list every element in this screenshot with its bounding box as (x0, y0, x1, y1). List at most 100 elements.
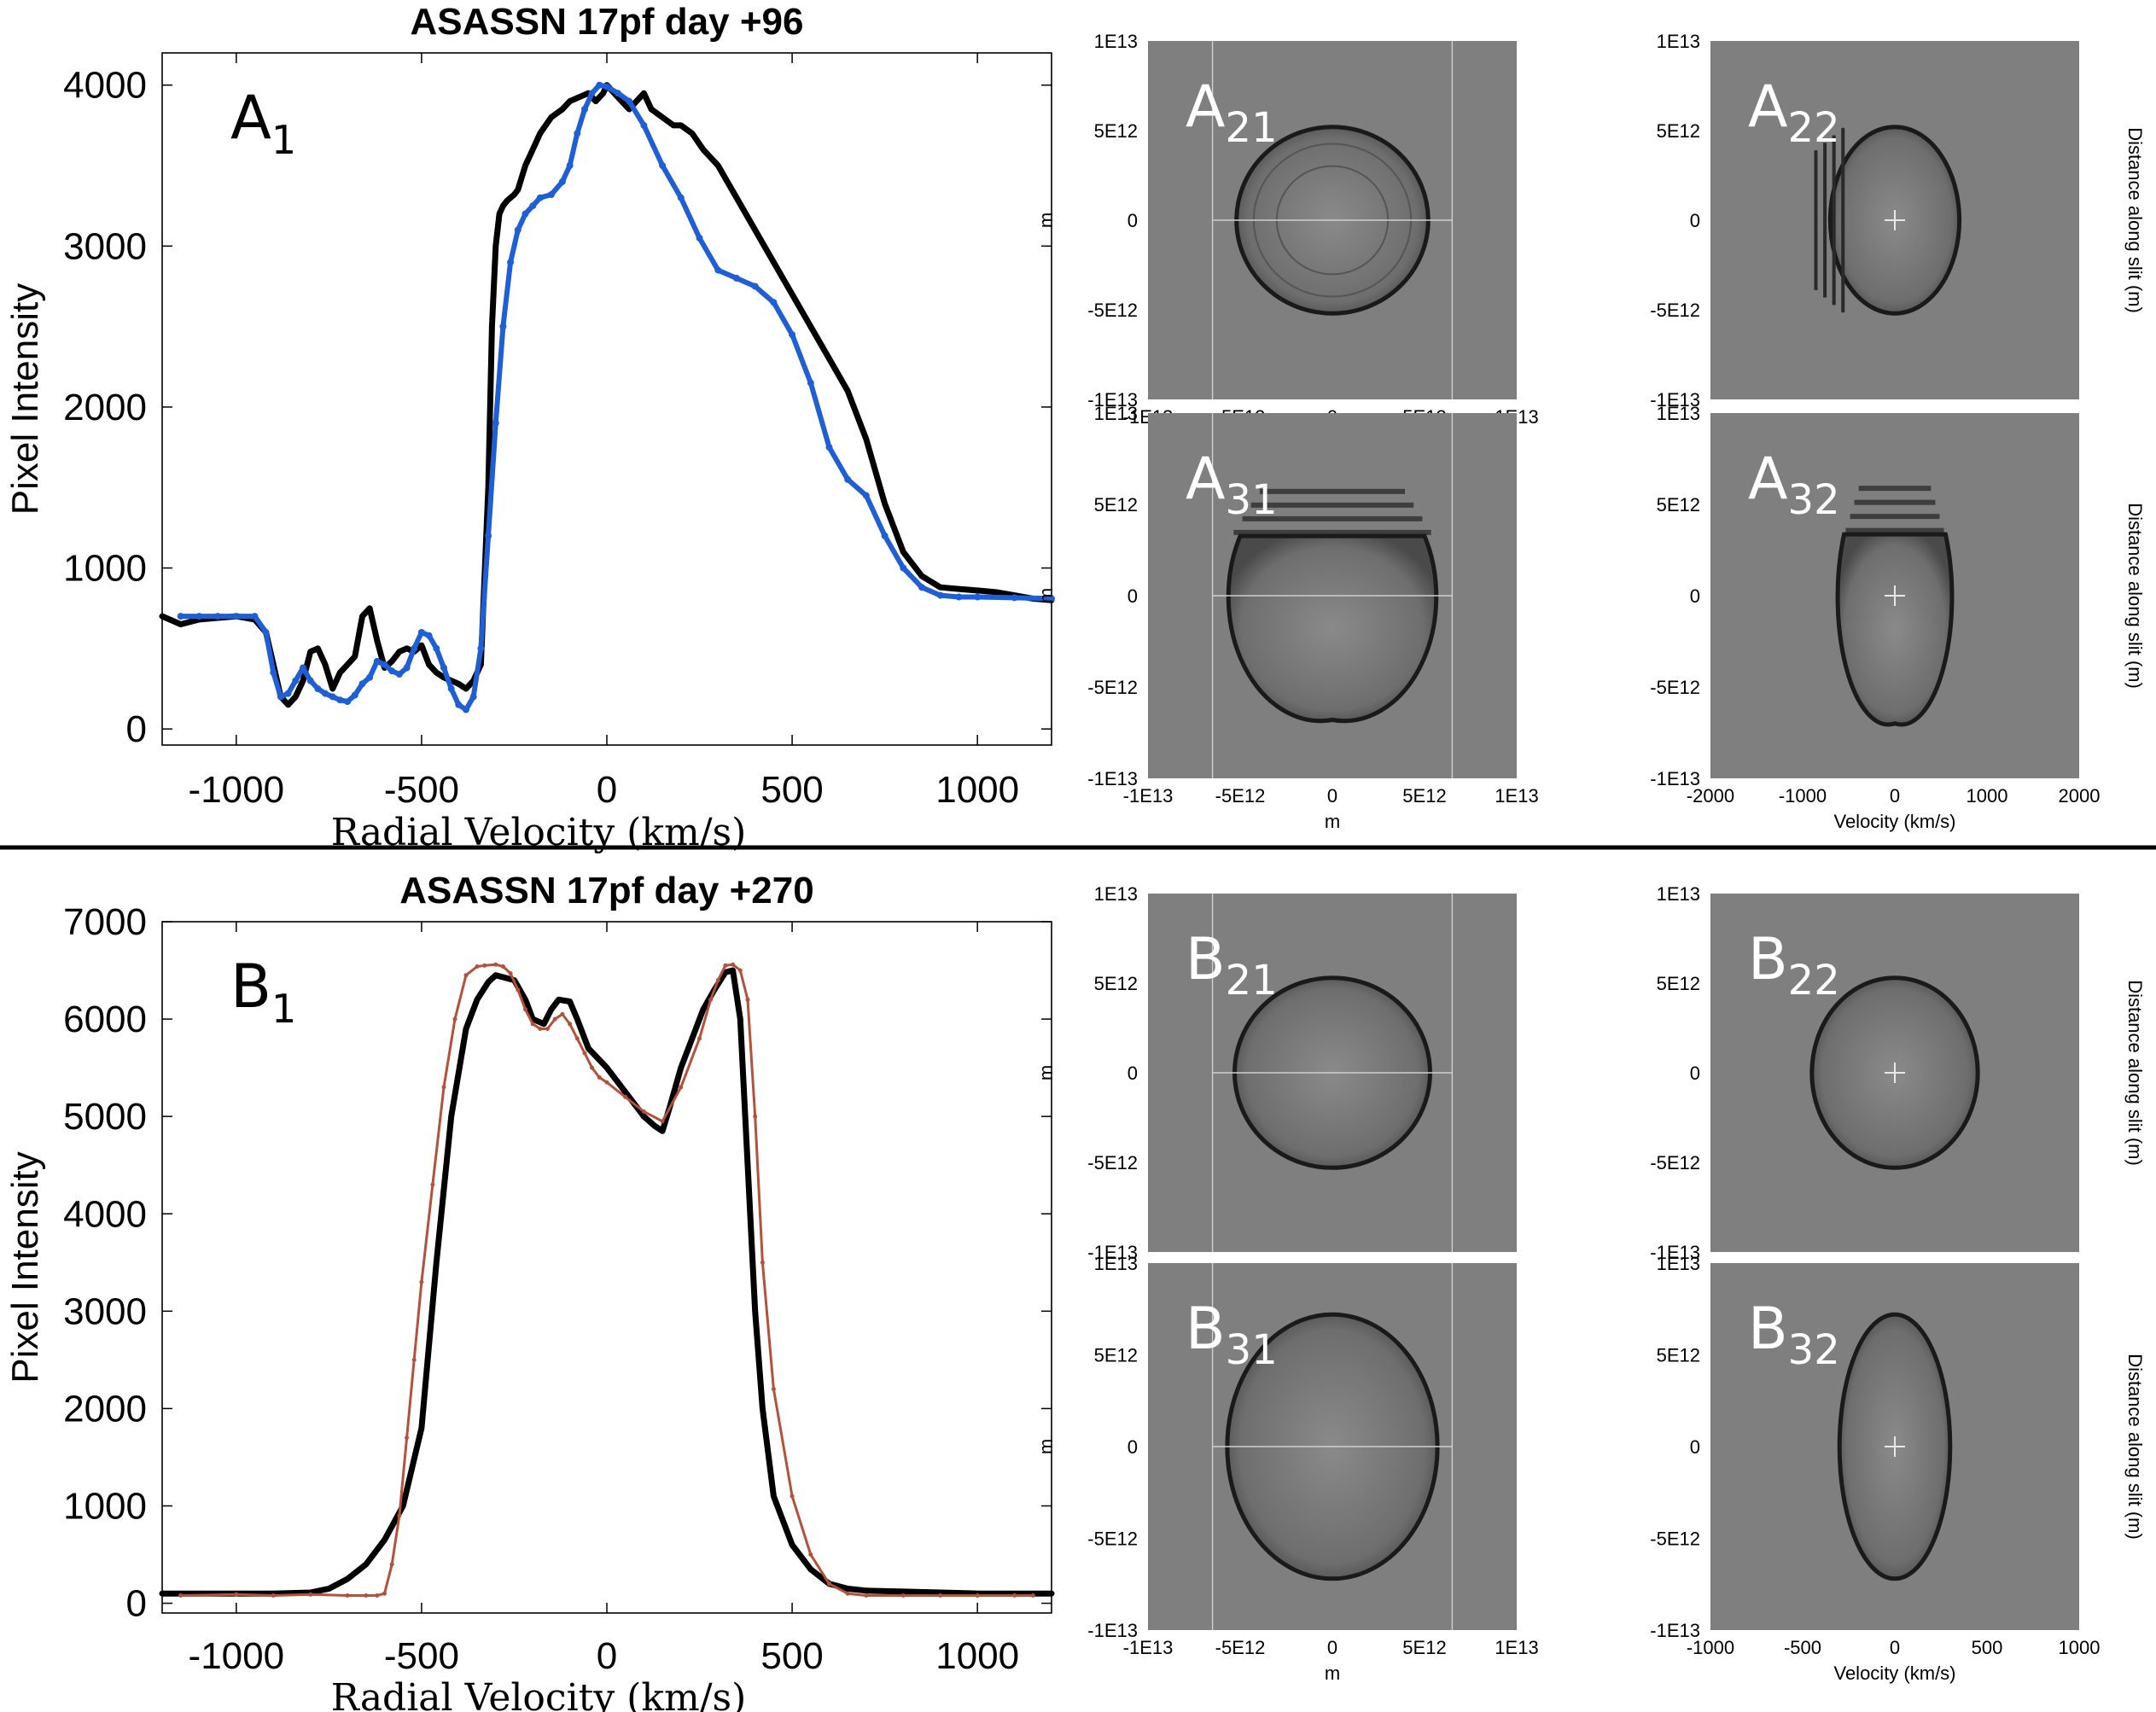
y-tick-label: -1E13 (1650, 389, 1700, 411)
y-tick-label: 7000 (63, 901, 147, 943)
series-model-point (500, 964, 505, 969)
series-model-point (545, 1027, 550, 1031)
y-tick-label: 4000 (63, 65, 147, 107)
series-model-point (395, 671, 403, 678)
series-model-point (1030, 1593, 1035, 1598)
y-axis-label: m (1035, 213, 1057, 228)
stripe (1259, 488, 1406, 494)
y-tick-label: 0 (1690, 1436, 1700, 1458)
x-tick-label: -1E13 (1123, 1637, 1174, 1658)
panel-letter: B (1748, 1296, 1788, 1363)
series-model-point (574, 130, 581, 137)
y-tick-label: 0 (126, 708, 147, 750)
fringe (1832, 135, 1836, 306)
x-tick-label: 2000 (2059, 785, 2101, 807)
stripe (1858, 486, 1932, 492)
panel-label: A1 (230, 83, 296, 163)
image-panel-B21: B21 1E13 5E12 0 -5E12 -1E13 m (1035, 883, 1517, 1263)
y-tick-label: -1E13 (1087, 1242, 1138, 1263)
series-model-point (381, 661, 388, 668)
panel-subscript: 31 (1226, 1326, 1278, 1374)
series-model-point (214, 613, 222, 620)
x-tick-label: 0 (1327, 785, 1337, 807)
series-model-point (604, 1080, 609, 1085)
series-model-point (751, 282, 759, 290)
panel-label: A21 (1186, 73, 1278, 152)
series-model-point (558, 178, 566, 185)
y-tick-label: 1000 (63, 548, 147, 590)
x-tick-label: -1000 (1779, 785, 1827, 807)
x-axis-label: Radial Velocity (km/s) (331, 1676, 747, 1712)
right-axis-label: Distance along slit (m) (2124, 127, 2146, 313)
x-tick-label: -2000 (1687, 785, 1734, 807)
panel-subscript: 31 (1226, 476, 1278, 524)
y-tick-label: 1E13 (1657, 31, 1700, 52)
series-model-point (900, 1593, 906, 1598)
x-tick-label: -500 (1784, 1637, 1821, 1658)
series-model-point (389, 1562, 394, 1567)
series-model-point (582, 1051, 587, 1056)
series-model-point (641, 1109, 646, 1114)
panel-label: B32 (1748, 1296, 1840, 1374)
panel-letter: B (1186, 1296, 1226, 1363)
series-model-point (760, 1260, 765, 1265)
image-panel-A31: A31 1E13 5E12 0 -5E12 -1E13 m -1E13 -5E12 0 5E12 1E… (1035, 403, 1539, 832)
series-model-point (864, 1593, 869, 1598)
series-model-point (403, 664, 411, 672)
panel-subscript: 22 (1788, 104, 1840, 152)
series-model-point (581, 106, 588, 113)
x-tick-label: 5E12 (1402, 1637, 1446, 1658)
y-tick-label: -5E12 (1087, 300, 1138, 321)
series-model-point (737, 968, 743, 973)
series-model-point (590, 1065, 595, 1070)
series-model-point (715, 978, 720, 982)
image-panel-B32: B32 1E13 5E12 0 -5E12 -1E13-1000 -500 0 500 1000 V… (1650, 1253, 2146, 1684)
series-model-point (708, 997, 714, 1002)
series-model-point (827, 1581, 831, 1587)
panel-subscript: 22 (1788, 957, 1840, 1004)
stripe (1845, 527, 1944, 533)
series-model-point (936, 591, 944, 599)
y-tick-label: 1000 (63, 1486, 147, 1528)
x-axis-label: Velocity (km/s) (1833, 1663, 1955, 1684)
panel-subscript: 1 (271, 986, 296, 1032)
series-model-point (530, 1022, 535, 1027)
y-tick-label: 5E12 (1094, 1345, 1138, 1366)
panel-letter: A (1748, 445, 1788, 513)
y-tick-label: -5E12 (1650, 300, 1700, 321)
series-model-point (440, 664, 447, 672)
fringe (1823, 143, 1827, 298)
y-tick-label: 5E12 (1657, 1345, 1700, 1366)
panel-label: B22 (1748, 926, 1840, 1004)
stripe (1250, 502, 1414, 508)
x-tick-label: 500 (1972, 1637, 2003, 1658)
stripe (1854, 499, 1936, 505)
series-model-point (277, 693, 284, 701)
series-model-point (344, 698, 352, 706)
y-tick-label: 1E13 (1657, 1253, 1700, 1274)
y-tick-label: 1E13 (1094, 883, 1138, 905)
y-tick-label: 2000 (63, 387, 147, 428)
series-model-point (419, 1279, 424, 1284)
panel-letter: A (1186, 445, 1226, 513)
series-model-point (714, 266, 722, 274)
series-model-point (234, 1592, 239, 1597)
y-axis-label: m (1035, 588, 1057, 603)
line-chart-B1: ASASSN 17pf day +270 B1 -1000 -500 0 500 1000 0… (4, 870, 1055, 1712)
panel-letter: B (1748, 926, 1788, 993)
y-tick-label: 0 (1690, 585, 1700, 607)
y-tick-label: -5E12 (1650, 1152, 1700, 1173)
series-model-point (411, 1357, 417, 1362)
series-model-point (566, 162, 574, 169)
y-tick-label: -5E12 (1650, 677, 1700, 698)
series-model-point (388, 667, 396, 675)
series-model-point (615, 90, 621, 97)
x-tick-label: 1E13 (1495, 785, 1538, 807)
chart-title: ASASSN 17pf day +96 (411, 1, 804, 43)
series-model-point (308, 1592, 313, 1597)
y-tick-label: -1E13 (1087, 1620, 1138, 1641)
y-tick-label: 5E12 (1657, 120, 1700, 142)
panel-subscript: 21 (1226, 104, 1278, 152)
series-model-point (177, 613, 184, 620)
